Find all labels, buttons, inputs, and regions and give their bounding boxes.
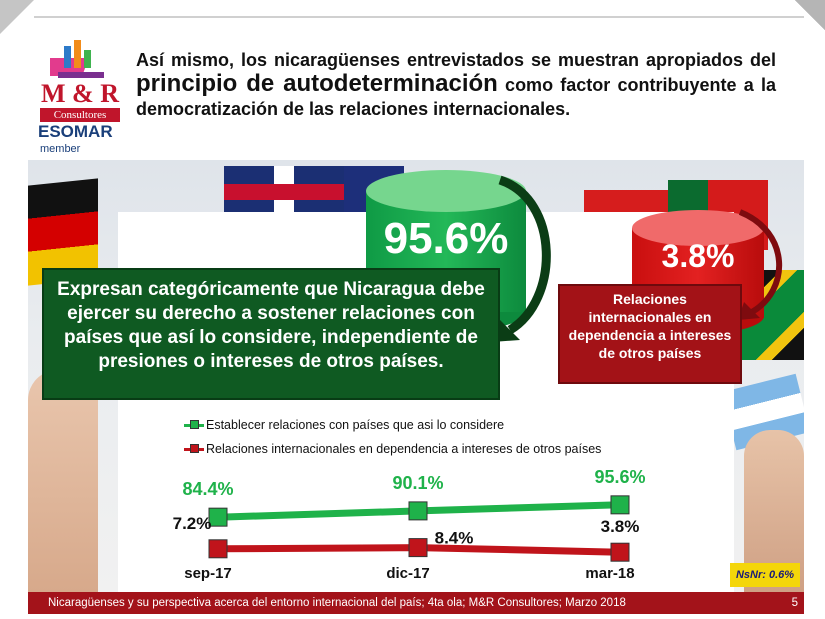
esomar-member: member [40,143,81,155]
data-label-1-0: 7.2% [173,514,212,533]
data-point-1-1 [408,538,428,558]
title-part-2: como factor contribuyente a la democrati… [136,75,776,119]
x-tick-label-0: sep-17 [184,565,232,582]
x-tick-label-1: dic-17 [386,565,429,582]
data-point-0-1 [408,501,428,521]
corner-decoration-right [795,0,825,30]
legend-label-green: Establecer relaciones con países que asi… [206,418,505,432]
hand-left-image [28,370,98,592]
esomar-logo: ESOMAR [38,122,113,141]
logo-subtitle: Consultores [40,108,120,122]
red-highlight-value: 3.8% [661,238,735,274]
data-point-0-2 [610,495,630,515]
data-label-0-0: 84.4% [182,479,233,499]
page-title: Así mismo, los nicaragüenses entrevistad… [136,48,776,121]
data-label-0-2: 95.6% [594,467,645,487]
title-emphasis: principio de autodeterminación [136,70,498,97]
green-highlight-value: 95.6% [383,214,509,263]
legend-label-red: Relaciones internacionales en dependenci… [206,442,602,456]
data-label-1-1: 8.4% [435,529,474,548]
x-tick-label-2: mar-18 [585,565,634,582]
green-callout: Expresan categóricamente que Nicaragua d… [42,268,500,400]
legend-swatch-red [184,444,204,454]
footer: Nicaragüenses y su perspectiva acerca de… [28,592,804,614]
legend-item-green: Establecer relaciones con países que asi… [184,416,704,440]
chart-legend: Establecer relaciones con países que asi… [184,416,704,464]
legend-item-red: Relaciones internacionales en dependenci… [184,440,704,464]
page-number: 5 [791,597,798,609]
red-callout: Relaciones internacionales en dependenci… [558,284,742,384]
data-label-0-1: 90.1% [392,473,443,493]
data-label-1-2: 3.8% [601,517,640,536]
data-point-1-0 [208,539,228,559]
data-point-0-0 [208,507,228,527]
title-part-1: Así mismo, los nicaragüenses entrevistad… [136,50,776,70]
data-point-1-2 [610,542,630,562]
legend-swatch-green [184,420,204,430]
corner-decoration [0,0,34,34]
logo-name: M & R [41,79,119,108]
nsnr-note: NsNr: 0.6% [730,563,800,587]
uk-flag-image [224,166,344,218]
company-logo: M & R Consultores ESOMAR member [36,38,124,160]
top-divider [34,16,804,18]
footer-source: Nicaragüenses y su perspectiva acerca de… [48,597,626,609]
logo-chart-icon [50,40,104,78]
